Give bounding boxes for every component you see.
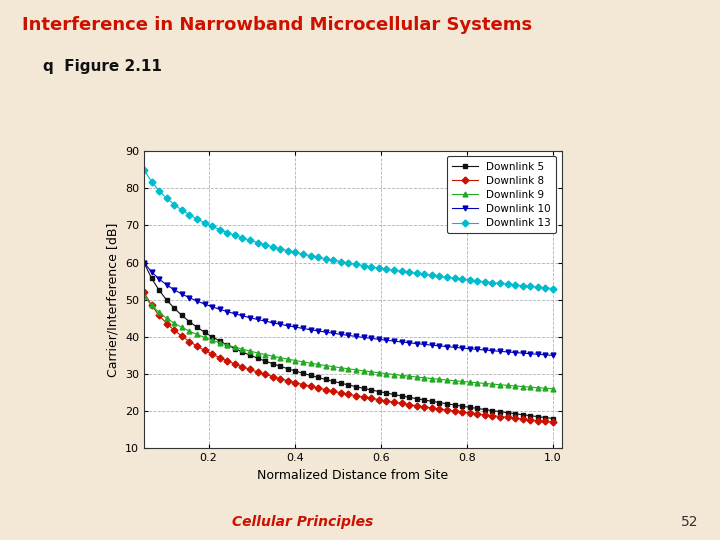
Downlink 10: [185, 294, 194, 301]
Downlink 5: [503, 409, 512, 416]
Downlink 5: [185, 319, 194, 325]
Downlink 5: [541, 414, 550, 421]
Downlink 9: [503, 382, 512, 389]
Downlink 13: [185, 212, 194, 218]
Downlink 8: [140, 289, 148, 295]
Downlink 9: [541, 385, 550, 392]
Downlink 8: [541, 418, 550, 424]
Downlink 8: [291, 380, 300, 386]
Legend: Downlink 5, Downlink 8, Downlink 9, Downlink 10, Downlink 13: Downlink 5, Downlink 8, Downlink 9, Down…: [447, 157, 557, 233]
Downlink 13: [503, 281, 512, 287]
Text: 52: 52: [681, 515, 698, 529]
Line: Downlink 9: Downlink 9: [142, 294, 555, 392]
Downlink 13: [215, 226, 224, 233]
Downlink 8: [549, 419, 557, 426]
Downlink 5: [140, 259, 148, 266]
Text: Cellular Principles: Cellular Principles: [232, 515, 373, 529]
Downlink 9: [140, 293, 148, 299]
Line: Downlink 8: Downlink 8: [142, 290, 555, 424]
Line: Downlink 10: Downlink 10: [142, 260, 555, 358]
Downlink 10: [215, 306, 224, 313]
Downlink 8: [185, 338, 194, 345]
Downlink 9: [549, 386, 557, 392]
Downlink 13: [291, 249, 300, 255]
Text: Interference in Narrowband Microcellular Systems: Interference in Narrowband Microcellular…: [22, 16, 532, 34]
Downlink 8: [238, 363, 247, 370]
Downlink 8: [503, 414, 512, 421]
Downlink 5: [238, 349, 247, 355]
Downlink 8: [215, 354, 224, 361]
Downlink 10: [238, 313, 247, 319]
Downlink 13: [140, 166, 148, 173]
Downlink 13: [549, 285, 557, 292]
Downlink 9: [215, 340, 224, 346]
Downlink 5: [549, 415, 557, 422]
Downlink 10: [541, 352, 550, 358]
Downlink 5: [291, 368, 300, 374]
Downlink 9: [238, 346, 247, 353]
Downlink 13: [238, 235, 247, 241]
Downlink 13: [541, 285, 550, 291]
Downlink 9: [185, 328, 194, 334]
Downlink 10: [291, 324, 300, 330]
Downlink 10: [503, 349, 512, 355]
Downlink 10: [140, 259, 148, 266]
X-axis label: Normalized Distance from Site: Normalized Distance from Site: [257, 469, 449, 482]
Downlink 10: [549, 352, 557, 359]
Line: Downlink 5: Downlink 5: [142, 260, 555, 421]
Line: Downlink 13: Downlink 13: [142, 167, 555, 291]
Downlink 5: [215, 338, 224, 345]
Text: q  Figure 2.11: q Figure 2.11: [43, 59, 162, 75]
Downlink 9: [291, 357, 300, 364]
Y-axis label: Carrier/Interference [dB]: Carrier/Interference [dB]: [107, 222, 120, 377]
